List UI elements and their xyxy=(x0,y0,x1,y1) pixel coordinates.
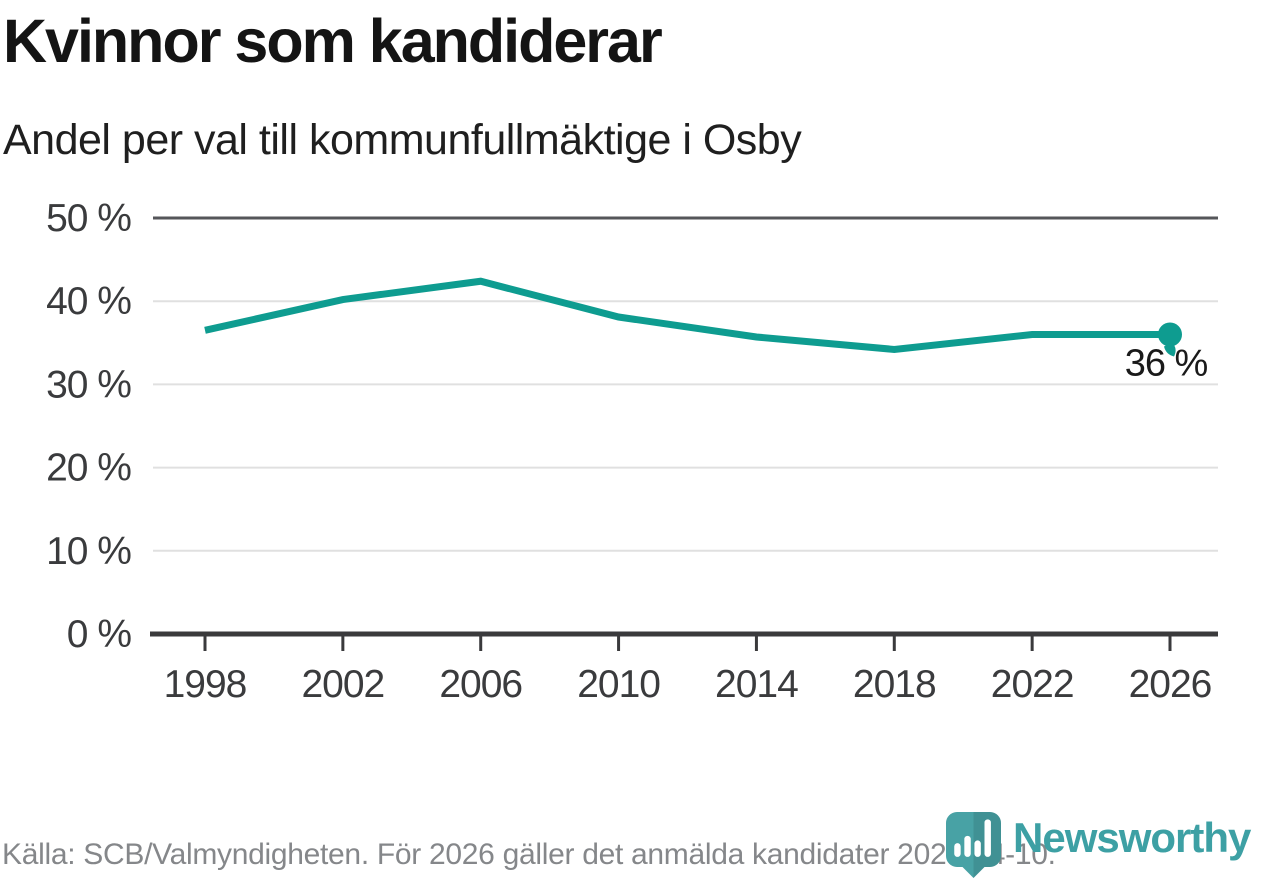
end-point-marker xyxy=(1158,322,1182,347)
end-point-tail xyxy=(1164,342,1176,357)
y-tick-label: 0 % xyxy=(67,613,132,656)
y-tick-label: 40 % xyxy=(46,280,131,323)
x-tick-label: 2018 xyxy=(853,663,936,706)
x-tick-label: 2006 xyxy=(439,663,522,706)
y-tick-label: 30 % xyxy=(46,363,131,406)
x-tick-label: 2026 xyxy=(1129,663,1212,706)
x-tick-label: 2002 xyxy=(301,663,384,706)
page-title: Kvinnor som kandiderar xyxy=(3,7,663,75)
end-value-label: 36 % xyxy=(1125,342,1208,384)
newsworthy-logo-text: Newsworthy xyxy=(1013,814,1251,861)
y-tick-label: 20 % xyxy=(46,447,131,490)
x-tick-label: 2022 xyxy=(991,663,1074,706)
x-tick-label: 1998 xyxy=(164,663,247,706)
newsworthy-logo: Newsworthy xyxy=(946,812,1251,878)
y-tick-label: 10 % xyxy=(46,530,131,573)
page-subtitle: Andel per val till kommunfullmäktige i O… xyxy=(3,116,802,164)
y-tick-label: 50 % xyxy=(46,197,131,240)
data-line xyxy=(204,277,1170,353)
x-tick-label: 2010 xyxy=(577,663,660,706)
newsworthy-pin-icon xyxy=(946,812,1001,878)
x-tick-label: 2014 xyxy=(715,663,798,706)
source-note: Källa: SCB/Valmyndigheten. För 2026 gäll… xyxy=(2,838,1056,871)
